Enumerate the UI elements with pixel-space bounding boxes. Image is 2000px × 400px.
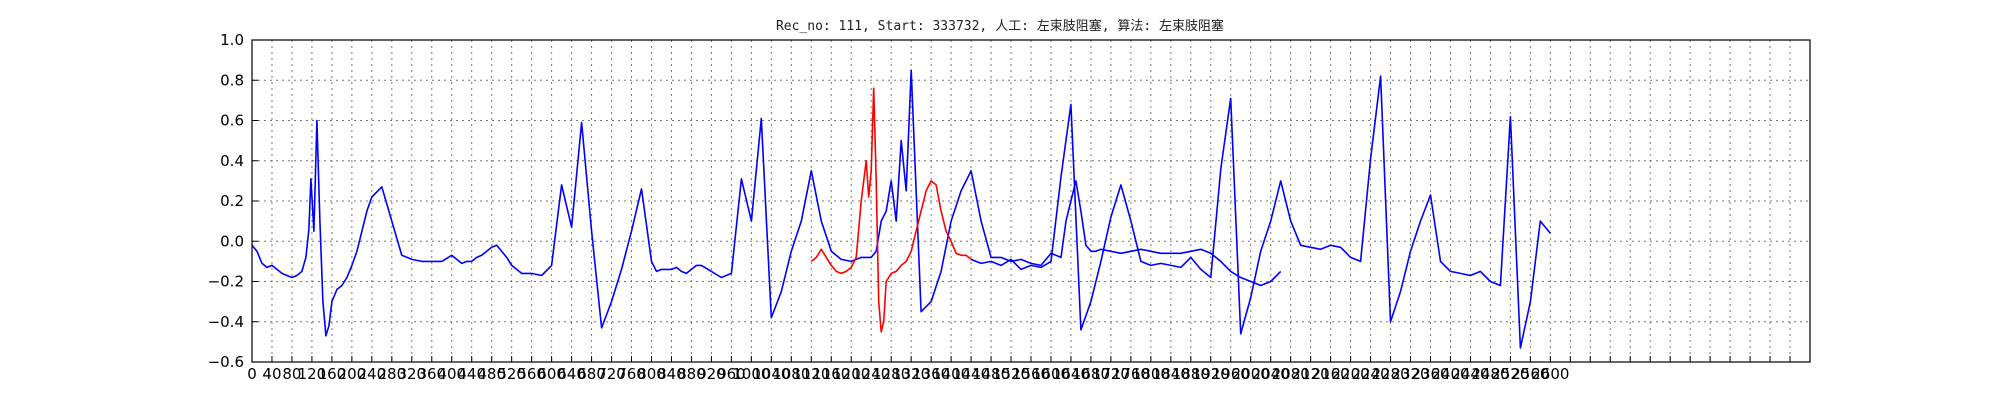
x-tick-label: 0 bbox=[247, 365, 257, 383]
x-tick-label: 1240 bbox=[852, 365, 890, 383]
y-tick-label: 0.2 bbox=[220, 192, 244, 210]
x-tick-label: 1480 bbox=[972, 365, 1010, 383]
x-tick-label: 2400 bbox=[1431, 365, 1469, 383]
y-tick-label: 0.4 bbox=[220, 152, 244, 170]
x-tick-label: 1920 bbox=[1192, 365, 1230, 383]
x-tick-label: 640 bbox=[557, 365, 586, 383]
x-tick-label: 1040 bbox=[752, 365, 790, 383]
x-tick-label: 2480 bbox=[1471, 365, 1509, 383]
x-tick-label: 2200 bbox=[1331, 365, 1369, 383]
x-tick-label: 720 bbox=[597, 365, 626, 383]
ecg-series-line-2 bbox=[810, 87, 972, 333]
x-tick-label: 920 bbox=[697, 365, 726, 383]
y-tick-label: 0.8 bbox=[220, 71, 244, 89]
x-tick-label: 1880 bbox=[1172, 365, 1210, 383]
x-tick-label: 840 bbox=[657, 365, 686, 383]
x-tick-label: 40 bbox=[262, 365, 281, 383]
x-tick-label: 320 bbox=[397, 365, 426, 383]
x-tick-label: 1640 bbox=[1052, 365, 1090, 383]
x-tick-label: 1160 bbox=[812, 365, 850, 383]
x-tick-label: 960 bbox=[717, 365, 746, 383]
x-tick-label: 2360 bbox=[1411, 365, 1449, 383]
x-tick-label: 360 bbox=[417, 365, 446, 383]
x-tick-label: 2320 bbox=[1391, 365, 1429, 383]
x-tick-label: 2440 bbox=[1451, 365, 1489, 383]
x-tick-label: 1400 bbox=[932, 365, 970, 383]
x-tick-label: 2520 bbox=[1491, 365, 1529, 383]
x-tick-label: 2160 bbox=[1312, 365, 1350, 383]
x-tick-label: 1520 bbox=[992, 365, 1030, 383]
x-tick-label: 80 bbox=[282, 365, 301, 383]
x-tick-label: 160 bbox=[318, 365, 347, 383]
x-tick-label: 2280 bbox=[1371, 365, 1409, 383]
series-lines bbox=[251, 69, 1551, 349]
y-tick-label: 0.6 bbox=[220, 112, 244, 130]
y-axis-ticks: −0.6 −0.4 −0.2 0.0 0.2 0.4 0.6 0.8 1.0 bbox=[208, 31, 258, 371]
ecg-series-line-1 bbox=[251, 69, 1282, 337]
x-tick-label: 1760 bbox=[1112, 365, 1150, 383]
x-tick-label: 2000 bbox=[1232, 365, 1270, 383]
x-tick-label: 680 bbox=[577, 365, 606, 383]
y-tick-label: 1.0 bbox=[220, 31, 244, 49]
x-tick-label: 1120 bbox=[792, 365, 830, 383]
x-tick-label: 1280 bbox=[872, 365, 910, 383]
x-axis-ticks: 0 40 8012016020024028032036040044048052056… bbox=[247, 356, 1811, 383]
x-tick-label: 600 bbox=[537, 365, 566, 383]
y-tick-label: −0.6 bbox=[208, 353, 244, 371]
x-tick-label: 880 bbox=[677, 365, 706, 383]
x-tick-label: 480 bbox=[477, 365, 506, 383]
x-tick-label: 1080 bbox=[772, 365, 810, 383]
x-tick-label: 2120 bbox=[1292, 365, 1330, 383]
x-tick-label: 520 bbox=[497, 365, 526, 383]
grid-lines bbox=[251, 39, 1811, 363]
chart-title: Rec_no: 111, Start: 333732, 人工: 左束肢阻塞, 算… bbox=[776, 18, 1224, 34]
x-tick-label: 560 bbox=[517, 365, 546, 383]
x-tick-label: 1960 bbox=[1212, 365, 1250, 383]
x-tick-label: 1560 bbox=[1012, 365, 1050, 383]
x-tick-label: 760 bbox=[617, 365, 646, 383]
x-tick-label: 1680 bbox=[1072, 365, 1110, 383]
x-tick-label: 2080 bbox=[1272, 365, 1310, 383]
x-tick-label: 120 bbox=[298, 365, 327, 383]
x-tick-label: 1320 bbox=[892, 365, 930, 383]
x-tick-label: 440 bbox=[457, 365, 486, 383]
x-tick-label: 2040 bbox=[1252, 365, 1290, 383]
x-tick-label: 200 bbox=[338, 365, 367, 383]
y-tick-label: 0.0 bbox=[220, 232, 244, 250]
x-tick-label: 1440 bbox=[952, 365, 990, 383]
x-tick-label: 1200 bbox=[832, 365, 870, 383]
ecg-series-line-3 bbox=[970, 75, 1551, 349]
x-tick-label: 400 bbox=[437, 365, 466, 383]
x-tick-label: 2240 bbox=[1351, 365, 1389, 383]
x-tick-label: 1800 bbox=[1132, 365, 1170, 383]
x-tick-label: 280 bbox=[378, 365, 407, 383]
x-tick-label: 240 bbox=[358, 365, 387, 383]
x-tick-label: 800 bbox=[637, 365, 666, 383]
x-tick-label: 1000 bbox=[732, 365, 770, 383]
x-tick-label: 1600 bbox=[1032, 365, 1070, 383]
x-tick-label: 2560 bbox=[1511, 365, 1549, 383]
y-tick-label: −0.4 bbox=[208, 313, 244, 331]
x-tick-label: 1360 bbox=[912, 365, 950, 383]
x-tick-label: 2600 bbox=[1531, 365, 1569, 383]
y-tick-label: −0.2 bbox=[208, 273, 244, 291]
x-tick-label: 1840 bbox=[1152, 365, 1190, 383]
x-tick-label: 1720 bbox=[1092, 365, 1130, 383]
